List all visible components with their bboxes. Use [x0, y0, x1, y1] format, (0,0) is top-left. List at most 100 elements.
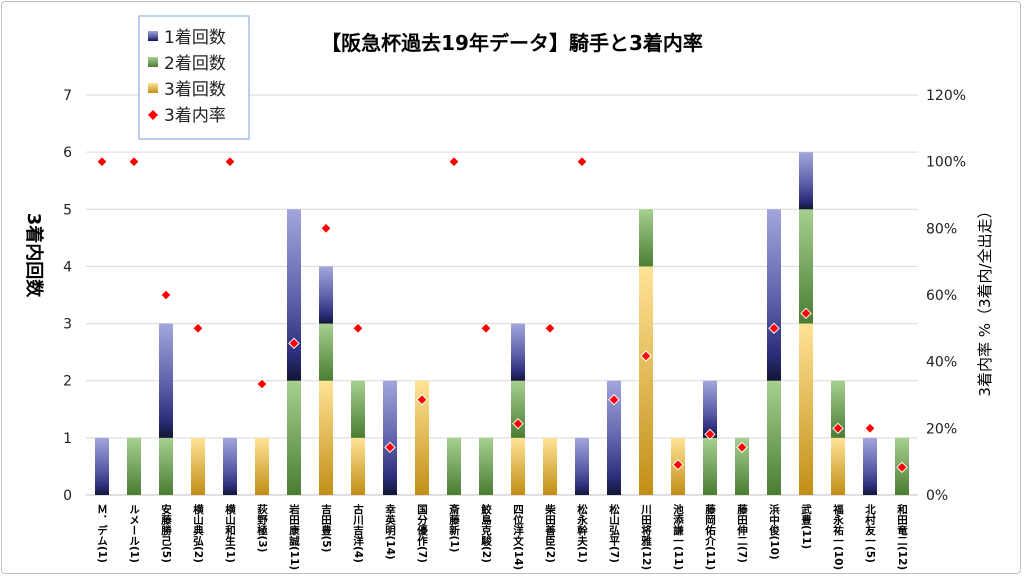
y2-tick-label: 0% [926, 488, 948, 504]
x-tick-label: 和田竜二(12) [896, 503, 908, 570]
bar-2-place [479, 437, 493, 495]
y-tick-label: 5 [63, 202, 72, 218]
rate-marker [256, 378, 268, 390]
x-tick-label: 荻野極(3) [256, 503, 268, 552]
bar-2-place [159, 437, 173, 495]
bar-1-place [287, 209, 301, 381]
x-tick-label: 斎藤新(1) [448, 503, 460, 552]
y-tick-label: 2 [63, 374, 72, 390]
bar-1-place [799, 152, 813, 210]
x-tick-label: 岩田康誠(11) [288, 503, 300, 570]
bar-1-place [223, 437, 237, 495]
x-tick-label: 福永祐一(10) [832, 503, 844, 570]
chart-title: 【阪急杯過去19年データ】騎手と3着内率 [321, 31, 703, 55]
bar-3-place [415, 380, 429, 495]
rate-marker [128, 155, 140, 168]
rate-marker [640, 350, 652, 362]
bar-1-place [319, 266, 333, 324]
rate-marker [864, 422, 876, 435]
legend-swatch-2 [148, 57, 158, 67]
bar-1-place [511, 323, 525, 381]
bar-2-place [831, 380, 845, 438]
bar-1-place [607, 380, 621, 495]
rate-marker [416, 393, 428, 406]
y-tick-label: 3 [63, 317, 72, 333]
y2-tick-label: 80% [926, 221, 957, 237]
x-tick-label: 池添謙一(11) [672, 503, 684, 570]
y-tick-label: 4 [63, 259, 72, 275]
x-tick-label: 安藤勝己(5) [160, 503, 172, 563]
legend-swatch-3 [148, 83, 158, 93]
bar-2-place [639, 209, 653, 267]
legend-swatch-1 [148, 31, 158, 41]
rate-marker [608, 393, 620, 406]
x-tick-label: 国分優作(7) [416, 504, 428, 563]
legend-label: 1着回数 [164, 28, 226, 48]
bar-2-place [127, 437, 141, 495]
rate-marker [576, 155, 588, 168]
x-tick-label: 鮫島克駿(2) [480, 503, 492, 563]
x-tick-label: 藤岡佑介(11) [704, 503, 716, 570]
y-tick-label: 0 [63, 488, 72, 504]
rate-marker [448, 155, 460, 168]
bar-3-place [191, 437, 205, 495]
x-tick-label: 浜中俊(10) [768, 503, 780, 559]
bar-2-place [703, 437, 717, 495]
x-tick-label: 吉田豊(5) [320, 503, 332, 552]
x-tick-label: Ｍ．デム(1) [96, 504, 108, 563]
x-tick-label: 藤田伸二(7) [736, 503, 748, 563]
rate-marker [832, 422, 844, 435]
y-tick-label: 6 [63, 145, 72, 161]
y2-axis-title: 3着内率 %（3着内/全出走） [976, 203, 994, 396]
bar-3-place [543, 437, 557, 495]
x-tick-label: 柴田善臣(2) [544, 503, 556, 563]
rate-marker [800, 307, 812, 320]
bar-3-place [799, 323, 813, 495]
rate-marker [704, 428, 716, 441]
rate-marker [512, 417, 524, 430]
bar-3-place [511, 437, 525, 495]
rate-marker [480, 322, 492, 335]
legend-label: 3着回数 [164, 80, 226, 100]
x-tick-label: 四位洋文(14) [512, 504, 524, 570]
bar-2-place [767, 380, 781, 495]
x-tick-label: 幸英明(14) [384, 503, 396, 559]
x-tick-label: 北村友一(5) [864, 503, 876, 563]
x-tick-label: 古川吉洋(4) [352, 503, 364, 563]
bar-2-place [287, 380, 301, 495]
rate-marker [192, 322, 204, 335]
bar-3-place [351, 437, 365, 495]
legend-label: 2着回数 [164, 54, 226, 74]
bar-3-place [831, 437, 845, 495]
bar-2-place [735, 437, 749, 495]
bar-1-place [383, 380, 397, 495]
bar-3-place [319, 380, 333, 495]
x-tick-label: 武豊(11) [800, 503, 812, 549]
x-tick-label: 横山和生(1) [224, 503, 236, 563]
y-axis-title: 3着内回数 [23, 213, 45, 299]
rate-marker [768, 322, 780, 335]
bar-1-place [159, 323, 173, 438]
y-tick-label: 1 [63, 431, 72, 447]
rate-marker [384, 441, 396, 454]
rate-marker [288, 337, 300, 350]
bar-1-place [95, 437, 109, 495]
y2-tick-label: 100% [926, 155, 966, 171]
rate-marker [320, 222, 332, 235]
rate-marker [736, 441, 748, 454]
x-tick-label: ルメール(1) [128, 504, 140, 563]
rate-marker [224, 155, 236, 168]
y2-tick-label: 120% [926, 88, 966, 104]
rate-marker [352, 322, 364, 335]
bar-1-place [575, 437, 589, 495]
bar-3-place [255, 437, 269, 495]
rate-marker [96, 155, 108, 168]
bar-2-place [799, 209, 813, 324]
legend-diamond [148, 110, 158, 120]
bar-2-place [351, 380, 365, 438]
y2-tick-label: 40% [926, 355, 957, 371]
bar-2-place [319, 323, 333, 381]
y2-tick-label: 60% [926, 288, 957, 304]
